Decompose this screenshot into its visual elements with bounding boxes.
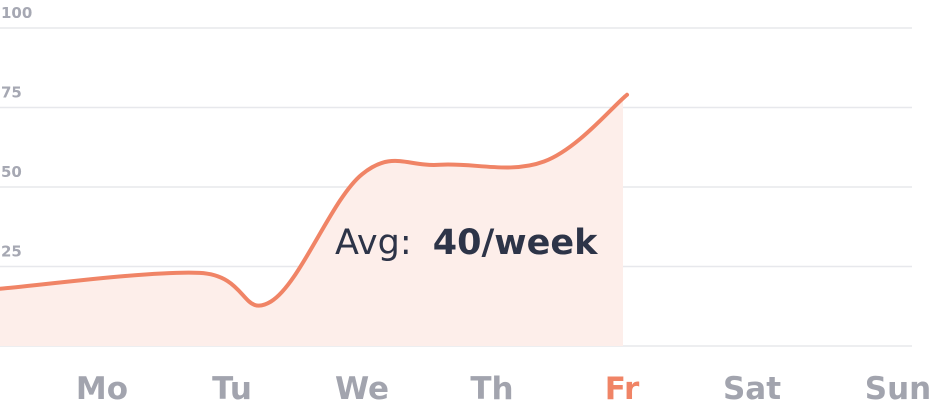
x-tick-label-tu: Tu: [212, 371, 252, 405]
x-tick-label-we: We: [335, 371, 389, 405]
x-tick-label-sat: Sat: [723, 371, 781, 405]
y-tick-label: 100: [1, 4, 32, 22]
x-tick-label-sun: Sun: [865, 371, 930, 405]
y-tick-label: 75: [1, 84, 22, 102]
x-tick-label-th: Th: [470, 371, 513, 405]
series-line: [0, 92, 629, 308]
area-fill: [0, 94, 627, 346]
x-tick-label-fr: Fr: [605, 371, 640, 405]
y-tick-label: 25: [1, 243, 22, 261]
average-annotation: Avg: 40/week: [335, 223, 598, 263]
average-prefix: Avg:: [335, 223, 412, 263]
average-value: 40/week: [433, 223, 598, 263]
y-tick-label: 50: [1, 163, 22, 181]
x-axis-ticks: Mo Tu We Th Fr Sat Sun: [76, 371, 930, 405]
x-tick-label-mo: Mo: [76, 371, 128, 405]
